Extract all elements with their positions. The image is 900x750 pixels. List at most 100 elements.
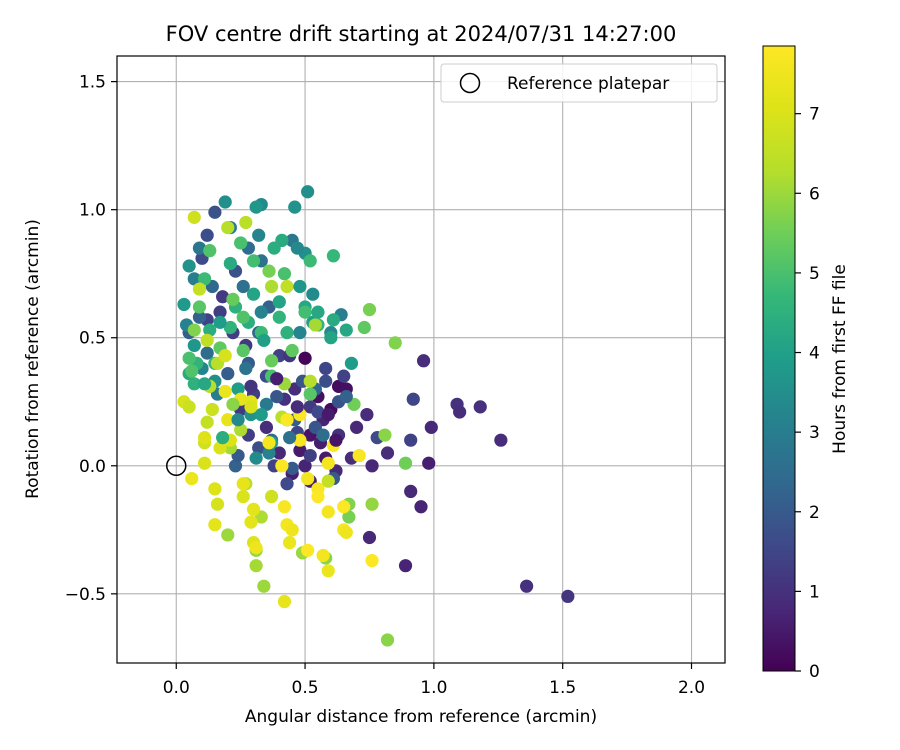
data-point [339,390,353,404]
colorbar-ticks: 0 1 2 3 4 5 6 7 [795,105,820,682]
data-point [326,313,341,327]
data-point [182,351,196,365]
data-point [216,431,230,445]
colorbar-tick-label: 5 [809,264,820,284]
data-point [339,525,353,539]
data-point [226,397,240,411]
data-point [203,244,217,258]
data-point [404,433,418,447]
data-point [197,431,212,445]
chart-title: FOV centre drift starting at 2024/07/31 … [166,22,677,46]
colorbar-tick-label: 3 [809,423,820,443]
data-point [231,382,245,396]
x-tick-label: 1.5 [549,678,576,698]
data-point [200,333,214,347]
data-point [285,461,299,475]
data-point [283,536,297,550]
data-point [303,387,317,401]
data-point [277,267,292,281]
colorbar-tick-label: 6 [809,184,820,204]
data-point [298,459,312,473]
data-point [326,249,341,263]
x-tick-label: 2.0 [678,678,705,698]
legend-box [440,63,718,103]
data-point [285,343,299,358]
data-point [187,323,201,337]
data-point [272,310,286,324]
data-point [267,241,281,255]
data-point [197,377,212,391]
data-point [218,349,232,363]
data-point [213,441,227,455]
data-point [234,423,248,437]
data-point [342,510,356,524]
data-point [226,292,240,306]
data-point [404,484,418,499]
data-point [406,392,420,406]
data-point [422,456,436,470]
y-tick-label: 1.5 [79,73,106,93]
data-point [321,407,335,422]
data-point [254,305,268,319]
data-point [352,448,366,463]
data-point [275,459,289,473]
data-point [301,543,315,557]
data-point [236,343,250,358]
y-axis: −0.5 0.0 0.5 1.0 1.5 [65,73,117,605]
data-point [293,443,307,458]
data-point [262,436,276,450]
colorbar-tick-label: 2 [809,503,820,523]
y-tick-label: 0.5 [79,329,106,349]
data-point [324,331,338,345]
data-point [244,400,258,414]
data-point [303,254,317,268]
data-point [293,279,307,294]
data-point [365,553,379,568]
data-point [246,254,261,268]
data-point [210,497,225,511]
data-point [277,500,292,514]
data-point [301,471,315,486]
data-point [218,384,232,399]
data-point [290,241,304,255]
data-point [280,477,294,491]
data-point [262,264,276,278]
data-point [308,318,322,332]
data-point [223,320,237,335]
colorbar-tick-label: 4 [809,344,820,364]
data-point [280,413,294,427]
data-point [288,200,302,214]
data-point [259,420,274,434]
data-point [388,336,402,350]
legend-marker-icon [459,72,481,94]
data-point [246,287,261,301]
data-point [182,259,196,273]
data-point [208,482,222,496]
data-point [177,297,191,312]
data-point [321,474,335,488]
data-point [321,456,335,470]
data-point [208,205,222,219]
data-point [264,279,279,294]
data-point [185,364,199,378]
x-axis-label: Angular distance from reference (arcmin) [245,707,597,727]
plot-frame [116,55,726,664]
data-point [344,356,359,370]
data-point [216,290,230,304]
y-tick-label: 1.0 [79,201,106,221]
colorbar-label: Hours from first FF file [830,264,850,454]
data-point [236,489,250,504]
data-point [262,446,276,460]
data-point [187,377,201,391]
colorbar-tick-label: 0 [809,662,820,682]
data-point [398,456,413,470]
data-point [357,320,371,335]
data-point [182,400,196,414]
data-point [303,448,317,463]
data-point [365,497,379,511]
colorbar-gradient [762,45,796,672]
data-point [221,413,235,427]
data-point [321,505,335,519]
data-point [252,441,266,455]
